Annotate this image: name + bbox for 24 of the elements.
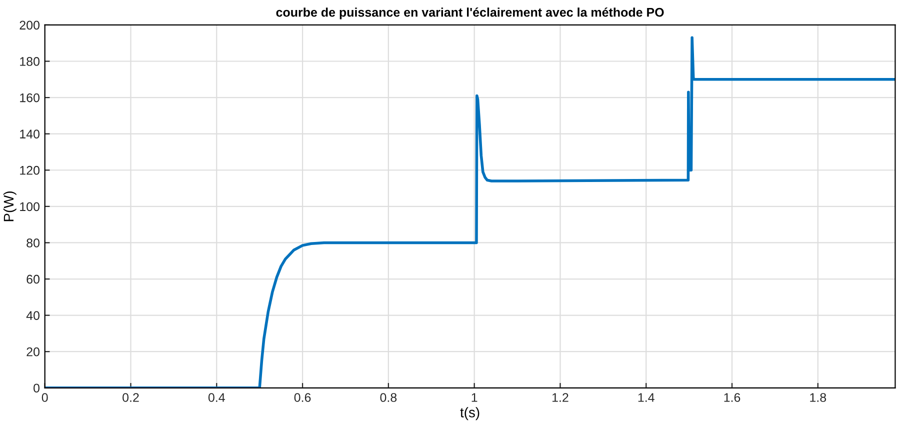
x-tick-label: 1.2 xyxy=(552,393,568,402)
x-tick-label: 1.6 xyxy=(724,393,740,402)
x-tick-label: 1.8 xyxy=(810,393,826,402)
x-axis-title: t(s) xyxy=(460,407,480,420)
y-tick-label: 100 xyxy=(20,202,40,212)
y-tick-label: 120 xyxy=(20,166,40,175)
y-tick-label: 80 xyxy=(26,238,40,248)
y-axis-title: P(W) xyxy=(3,191,16,222)
x-tick-label: 0.8 xyxy=(380,393,397,402)
y-tick-label: 180 xyxy=(20,57,40,66)
y-tick-label: 20 xyxy=(26,347,40,356)
x-tick-label: 1 xyxy=(472,393,478,402)
x-tick-label: 1.4 xyxy=(638,393,654,402)
x-tick-label: 0.2 xyxy=(122,393,139,402)
x-tick-label: 0.6 xyxy=(294,393,311,402)
x-tick-label: 0 xyxy=(42,393,48,402)
y-tick-label: 200 xyxy=(20,20,40,30)
y-tick-label: 0 xyxy=(34,384,40,393)
x-tick-label: 0.4 xyxy=(208,393,225,402)
y-tick-label: 160 xyxy=(20,93,40,102)
y-tick-label: 140 xyxy=(20,130,40,138)
chart-title: courbe de puissance en variant l'éclairement avec la méthode PO xyxy=(276,7,664,20)
y-tick-label: 60 xyxy=(26,274,40,284)
y-tick-label: 40 xyxy=(26,311,40,320)
